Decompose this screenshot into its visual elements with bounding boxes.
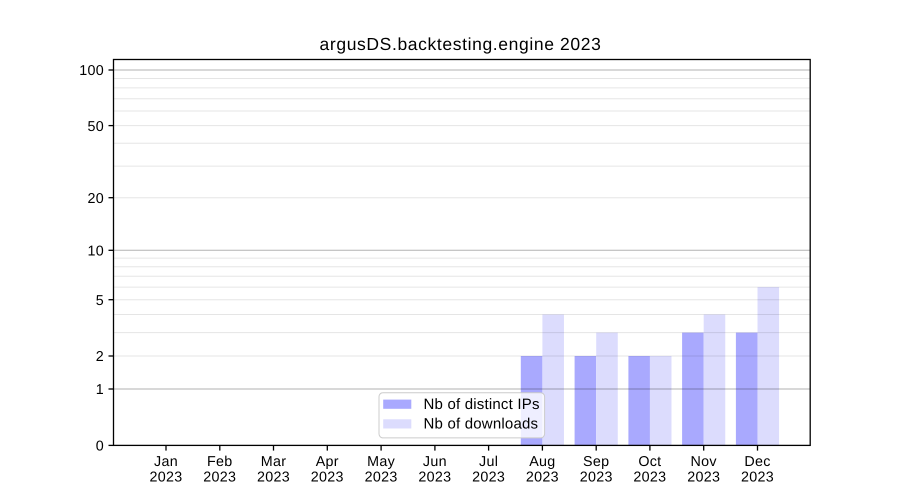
svg-text:2023: 2023 — [687, 470, 720, 486]
svg-text:Jun: Jun — [423, 454, 447, 470]
svg-text:Sep: Sep — [583, 454, 609, 470]
svg-text:20: 20 — [87, 191, 104, 207]
svg-text:5: 5 — [96, 293, 104, 309]
svg-text:Jan: Jan — [154, 454, 178, 470]
svg-text:Aug: Aug — [529, 454, 555, 470]
svg-text:Apr: Apr — [316, 454, 339, 470]
svg-text:2023: 2023 — [149, 470, 182, 486]
svg-text:Mar: Mar — [261, 454, 287, 470]
svg-text:10: 10 — [87, 244, 104, 260]
svg-text:Nov: Nov — [691, 454, 718, 470]
svg-text:2023: 2023 — [365, 470, 398, 486]
svg-text:2023: 2023 — [633, 470, 666, 486]
svg-text:2023: 2023 — [418, 470, 451, 486]
svg-text:Jul: Jul — [479, 454, 498, 470]
svg-text:Oct: Oct — [638, 454, 661, 470]
svg-text:Feb: Feb — [207, 454, 233, 470]
svg-text:100: 100 — [79, 63, 104, 79]
svg-text:Nb of distinct IPs: Nb of distinct IPs — [424, 396, 540, 413]
svg-text:2023: 2023 — [257, 470, 290, 486]
svg-text:50: 50 — [87, 119, 104, 135]
svg-text:argusDS.backtesting.engine 202: argusDS.backtesting.engine 2023 — [320, 34, 602, 54]
svg-text:2023: 2023 — [311, 470, 344, 486]
svg-text:Dec: Dec — [744, 454, 770, 470]
svg-text:2023: 2023 — [526, 470, 559, 486]
svg-text:May: May — [367, 454, 395, 470]
svg-text:Nb of downloads: Nb of downloads — [424, 416, 539, 433]
svg-text:0: 0 — [96, 439, 104, 455]
svg-text:2023: 2023 — [741, 470, 774, 486]
svg-text:2023: 2023 — [580, 470, 613, 486]
svg-text:2023: 2023 — [472, 470, 505, 486]
svg-text:1: 1 — [96, 382, 104, 398]
svg-text:2023: 2023 — [203, 470, 236, 486]
svg-text:2: 2 — [96, 349, 104, 365]
